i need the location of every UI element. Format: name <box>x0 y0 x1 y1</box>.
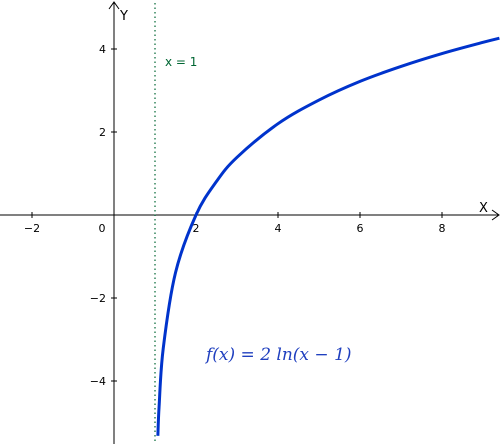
x-tick-label: 2 <box>193 222 200 235</box>
y-axis-label: Y <box>119 9 128 24</box>
asymptote-label: x = 1 <box>165 55 197 69</box>
x-tick-label: 6 <box>357 222 364 235</box>
x-tick-label: 8 <box>439 222 446 235</box>
y-tick-label: −4 <box>90 375 106 388</box>
y-tick-label: 4 <box>99 43 106 56</box>
y-tick-label: −2 <box>90 292 106 305</box>
y-axis-arrow <box>108 1 120 10</box>
function-label: f(x) = 2 ln(x − 1) <box>204 345 352 365</box>
x-tick-label: −2 <box>24 222 40 235</box>
x-tick-label: 4 <box>275 222 282 235</box>
ticks: −2 0 2 4 6 8 4 2 −2 −4 <box>24 43 446 388</box>
function-curve <box>156 36 500 436</box>
x-axis-label: X <box>479 201 488 216</box>
x-axis-arrow <box>491 209 500 221</box>
y-tick-label: 2 <box>99 126 106 139</box>
x-tick-label: 0 <box>99 222 106 235</box>
